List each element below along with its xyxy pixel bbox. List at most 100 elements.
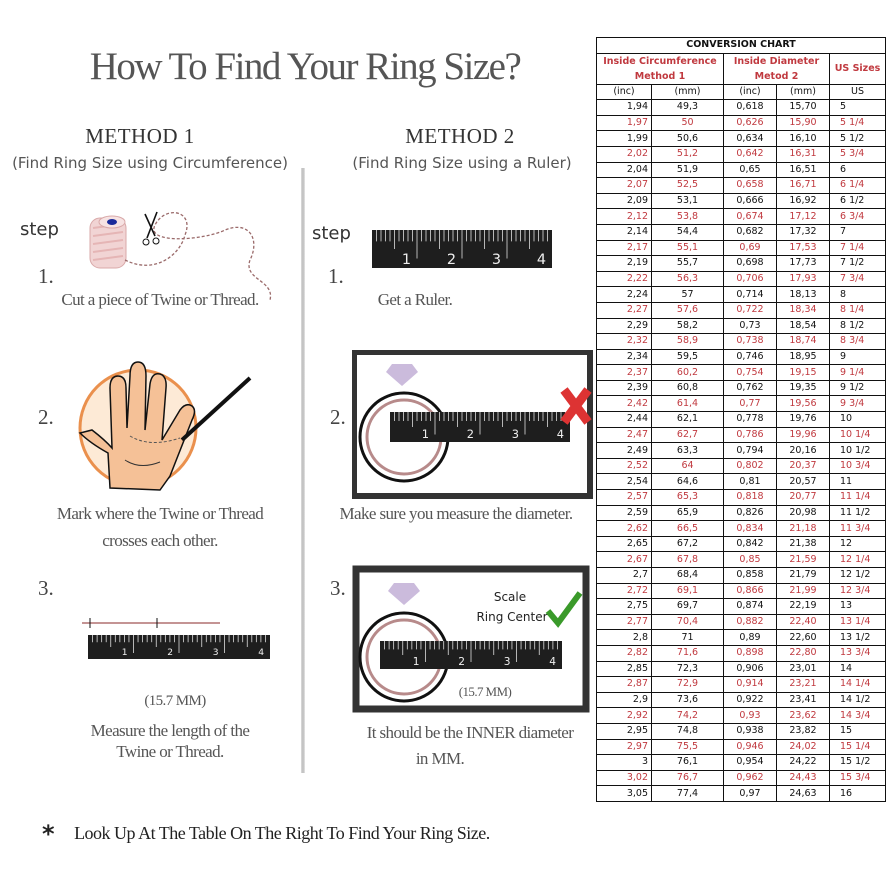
table-cell: 5 3/4: [828, 145, 886, 163]
table-cell: 57,6: [651, 301, 724, 319]
table-cell: 69,7: [651, 598, 724, 615]
table-cell: 56,3: [651, 270, 724, 288]
ruler-number: 2: [467, 427, 474, 441]
table-cell: 72,9: [651, 676, 724, 693]
table-cell: 75,5: [651, 738, 724, 756]
table-cell: 19,15: [776, 364, 830, 381]
table-row: 2,67 67,8 0,85 21,59 12 1/4: [596, 551, 886, 568]
method2-subtitle: (Find Ring Size using a Ruler): [352, 154, 572, 172]
table-cell: 17,12: [776, 208, 830, 225]
table-cell: 20,16: [776, 442, 830, 459]
table-row: 2,92 74,2 0,93 23,62 14 3/4: [596, 707, 886, 724]
table-cell: 77,4: [651, 785, 724, 802]
table-cell: 49,3: [651, 99, 724, 116]
table-cell: 68,4: [651, 567, 724, 584]
units-row: (inc) (mm) (inc) (mm) US: [596, 83, 886, 101]
table-cell: 0,858: [723, 567, 777, 584]
table-cell: 3,05: [596, 785, 652, 802]
table-cell: 11 1/4: [828, 489, 886, 506]
table-cell: 62,1: [651, 411, 724, 428]
table-cell: 2,09: [596, 192, 652, 210]
table-cell: 58,9: [651, 333, 724, 350]
table-cell: 58,2: [651, 317, 724, 335]
method1-step2-caption-line1: Mark where the Twine or Thread: [56, 504, 264, 523]
table-row: 2,85 72,3 0,906 23,01 14: [596, 660, 886, 678]
table-cell: 0,794: [723, 442, 777, 459]
table-row: 2,82 71,6 0,898 22,80 13 3/4: [596, 644, 886, 662]
method2-step3-caption-line1: It should be the INNER diameter: [366, 723, 574, 742]
table-cell: 2,22: [596, 270, 652, 288]
table-cell: 2,27: [596, 301, 652, 319]
table-cell: 2,75: [596, 598, 652, 615]
column-divider: [301, 168, 305, 773]
table-cell: 57: [651, 286, 724, 303]
table-cell: 9 3/4: [828, 395, 886, 413]
table-cell: 0,962: [723, 769, 777, 787]
table-row: 2,37 60,2 0,754 19,15 9 1/4: [596, 364, 886, 381]
table-cell: 2,65: [596, 535, 652, 553]
table-cell: 0,85: [723, 551, 777, 568]
method2-step2-number: 2.: [330, 405, 346, 429]
table-cell: 18,13: [776, 286, 830, 303]
table-cell: 23,82: [776, 722, 830, 740]
table-cell: 0,634: [723, 130, 777, 147]
table-cell: 23,21: [776, 676, 830, 693]
table-row: 2,17 55,1 0,69 17,53 7 1/4: [596, 239, 886, 257]
thread-spool-icon: [89, 215, 127, 269]
table-row: 2,12 53,8 0,674 17,12 6 3/4: [596, 208, 886, 225]
table-row: 2,59 65,9 0,826 20,98 11 1/2: [596, 504, 886, 522]
table-cell: 2,85: [596, 660, 652, 678]
diamond-icon: [388, 583, 420, 605]
table-cell: 74,2: [651, 707, 724, 724]
table-cell: 24,02: [776, 738, 830, 756]
table-cell: 21,18: [776, 520, 830, 537]
method2-step1-caption: Get a Ruler.: [377, 290, 453, 309]
table-cell: 22,80: [776, 644, 830, 662]
table-row: 2,02 51,2 0,642 16,31 5 3/4: [596, 145, 886, 163]
table-cell: 15,70: [776, 99, 830, 116]
table-cell: 23,41: [776, 691, 830, 709]
table-cell: 6 1/2: [828, 192, 886, 210]
table-cell: 13 3/4: [828, 644, 886, 662]
method1-step1-caption: Cut a piece of Twine or Thread.: [61, 290, 259, 309]
method2-measure-value: (15.7 MM): [458, 684, 512, 699]
table-cell: 15 1/2: [828, 754, 886, 771]
table-cell: 2,42: [596, 395, 652, 413]
table-row: 2,52 64 0,802 20,37 10 3/4: [596, 457, 886, 475]
table-cell: 0,65: [723, 161, 777, 179]
table-cell: 0,914: [723, 676, 777, 693]
ruler-number: 1: [413, 655, 420, 668]
table-cell: 0,73: [723, 317, 777, 335]
table-cell: 0,93: [723, 707, 777, 724]
table-row: 2,29 58,2 0,73 18,54 8 1/2: [596, 317, 886, 335]
table-cell: 13: [828, 598, 886, 615]
table-cell: 0,682: [723, 223, 777, 241]
table-row: 2,34 59,5 0,746 18,95 9: [596, 348, 886, 366]
table-cell: 24,63: [776, 785, 830, 802]
table-cell: 2,59: [596, 504, 652, 522]
table-cell: 14 1/4: [828, 676, 886, 693]
table-cell: 21,59: [776, 551, 830, 568]
table-cell: 17,53: [776, 239, 830, 257]
table-cell: 16,31: [776, 145, 830, 163]
table-cell: 64: [651, 457, 724, 475]
table-cell: 10 3/4: [828, 457, 886, 475]
column-header: (mm): [651, 83, 724, 101]
table-cell: 0,722: [723, 301, 777, 319]
method1-step3-caption-line2: Twine or Thread.: [116, 742, 224, 761]
table-cell: 0,818: [723, 489, 777, 506]
table-cell: 0,802: [723, 457, 777, 475]
table-cell: 12: [828, 535, 886, 553]
table-cell: 76,7: [651, 769, 724, 787]
table-cell: 51,9: [651, 161, 724, 179]
ruler-number: 3: [504, 655, 511, 668]
table-row: 1,94 49,3 0,618 15,70 5: [596, 99, 886, 116]
table-cell: 2,8: [596, 629, 652, 646]
table-row: 2,14 54,4 0,682 17,32 7: [596, 223, 886, 241]
table-cell: 13 1/2: [828, 629, 886, 646]
table-cell: 50,6: [651, 130, 724, 147]
table-cell: 53,8: [651, 208, 724, 225]
table-cell: 18,34: [776, 301, 830, 319]
table-cell: 18,74: [776, 333, 830, 350]
table-cell: 0,922: [723, 691, 777, 709]
